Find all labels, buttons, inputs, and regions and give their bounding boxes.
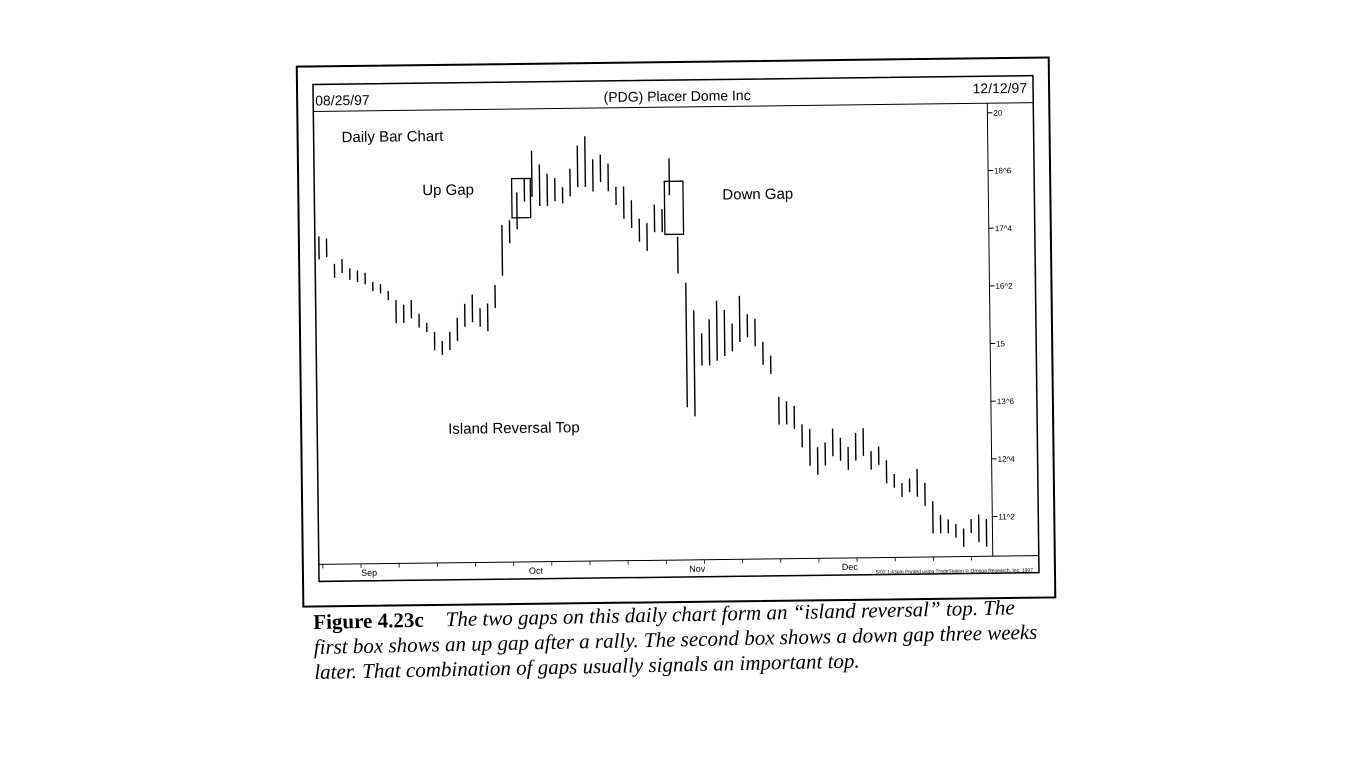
chart-title: (PDG) Placer Dome Inc xyxy=(604,87,751,105)
y-tick-label: 16^2 xyxy=(995,282,1013,291)
up-gap-label: Up Gap xyxy=(422,182,474,200)
outer-frame xyxy=(295,56,1057,608)
price-bar xyxy=(685,282,688,408)
y-tick-label: 13^6 xyxy=(997,397,1015,406)
gap-boxes xyxy=(510,177,685,236)
date-axis: Sep Oct Nov Dec xyxy=(322,556,972,578)
y-tick-label: 15 xyxy=(996,339,1006,348)
price-bar xyxy=(708,319,711,366)
end-date-label: 12/12/97 xyxy=(972,80,1027,97)
figure-caption: Figure 4.23c The two gaps on this daily c… xyxy=(313,595,1044,685)
y-tick-label: 11^2 xyxy=(998,512,1015,521)
price-bar xyxy=(538,164,541,207)
x-tick-label: Sep xyxy=(361,568,377,578)
down-gap-label: Down Gap xyxy=(722,186,793,204)
date-axis-line xyxy=(318,555,1039,565)
price-bar xyxy=(530,150,533,197)
x-tick-label: Dec xyxy=(842,562,859,572)
chart-frame xyxy=(312,74,1040,583)
y-tick-label: 12^4 xyxy=(998,455,1016,464)
price-bar xyxy=(723,309,726,357)
chart-type-label: Daily Bar Chart xyxy=(342,128,445,146)
down-gap-box xyxy=(663,180,685,236)
price-bar xyxy=(584,136,587,187)
figure-number: Figure 4.23c xyxy=(313,607,424,634)
price-bar xyxy=(501,224,504,276)
x-tick-label: Nov xyxy=(689,564,706,574)
y-tick-label: 20 xyxy=(993,109,1003,118)
price-bar xyxy=(738,295,741,343)
island-reversal-label: Island Reversal Top xyxy=(448,419,580,438)
price-axis-line xyxy=(986,103,994,557)
header-divider xyxy=(313,102,1034,112)
y-tick-label: 18^6 xyxy=(994,166,1012,175)
x-tick-label: Oct xyxy=(529,566,544,576)
up-gap-box xyxy=(510,177,532,219)
price-bar xyxy=(693,310,696,417)
price-bars xyxy=(318,136,988,547)
y-tick-label: 17^4 xyxy=(995,224,1013,233)
price-bar xyxy=(715,300,718,361)
footer-note: 5/02 1:43pm Printed using TradeStation ©… xyxy=(876,567,1033,576)
start-date-label: 08/25/97 xyxy=(315,92,370,109)
price-bar xyxy=(576,145,579,188)
price-axis: 20 18^6 17^4 16^2 15 13^6 12^4 11^2 xyxy=(987,109,1016,522)
